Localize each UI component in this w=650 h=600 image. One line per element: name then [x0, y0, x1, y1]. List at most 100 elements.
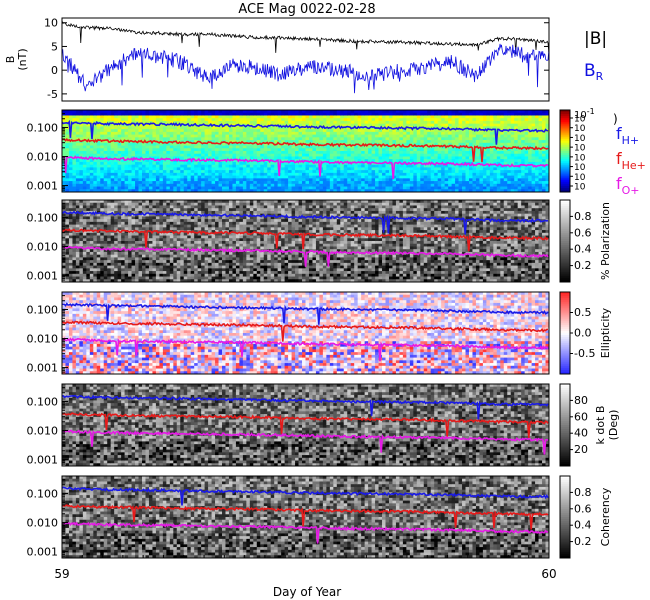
spectrogram-cell: [198, 151, 202, 154]
spectrogram-cell: [125, 277, 129, 280]
spectrogram-cell: [493, 154, 497, 157]
spectrogram-cell: [539, 118, 543, 121]
spectrogram-cell: [521, 124, 525, 127]
spectrogram-cell: [514, 184, 518, 187]
spectrogram-cell: [145, 126, 149, 129]
spectrogram-cell: [208, 137, 212, 140]
spectrogram-cell: [493, 167, 497, 170]
spectrogram-cell: [323, 121, 327, 124]
spectrogram-cell: [368, 137, 372, 140]
spectrogram-cell: [295, 137, 299, 140]
spectrogram-cell: [427, 156, 431, 159]
spectrogram-cell: [205, 113, 209, 116]
spectrogram-cell: [212, 162, 216, 165]
spectrogram-cell: [229, 148, 233, 151]
spectrogram-cell: [274, 148, 278, 151]
spectrogram-cell: [483, 178, 487, 181]
spectrogram-cell: [205, 146, 209, 149]
spectrogram-cell: [462, 135, 466, 138]
spectrogram-cell: [483, 121, 487, 124]
spectrogram-cell: [166, 115, 170, 118]
spectrogram-cell: [125, 241, 129, 244]
spectrogram-cell: [431, 181, 435, 184]
spectrogram-cell: [375, 184, 379, 187]
spectrogram-cell: [149, 129, 153, 132]
spectrogram-cell: [288, 121, 292, 124]
spectrogram-cell: [285, 118, 289, 121]
colorbar-top-exponent: -1: [587, 107, 595, 116]
spectrogram-cell: [514, 135, 518, 138]
spectrogram-cell: [187, 113, 191, 116]
spectrogram-cell: [79, 244, 83, 247]
spectrogram-cell: [173, 167, 177, 170]
spectrogram-cell: [386, 132, 390, 135]
spectrogram-cell: [104, 203, 108, 206]
spectrogram-cell: [128, 208, 132, 211]
spectrogram-cell: [125, 225, 129, 228]
spectrogram-cell: [125, 181, 129, 184]
spectrogram-cell: [86, 225, 90, 228]
spectrogram-cell: [535, 176, 539, 179]
spectrogram-cell: [389, 154, 393, 157]
spectrogram-cell: [312, 121, 316, 124]
spectrogram-cell: [420, 140, 424, 143]
spectrogram-cell: [125, 216, 129, 219]
spectrogram-cell: [128, 165, 132, 168]
spectrogram-cell: [191, 162, 195, 165]
spectrogram-cell: [83, 132, 87, 135]
spectrogram-cell: [312, 140, 316, 143]
spectrogram-cell: [264, 178, 268, 181]
spectrogram-cell: [65, 203, 69, 206]
spectrogram-cell: [208, 118, 212, 121]
spectrogram-cell: [299, 173, 303, 176]
spectrogram-cell: [128, 132, 132, 135]
spectrogram-cell: [173, 148, 177, 151]
spectrogram-cell: [72, 268, 76, 271]
spectrogram-cell: [69, 173, 73, 176]
spectrogram-cell: [69, 113, 73, 116]
spectrogram-cell: [539, 143, 543, 146]
spectrogram-cell: [257, 165, 261, 168]
spectrogram-cell: [212, 115, 216, 118]
spectrogram-cell: [170, 184, 174, 187]
spectrogram-cell: [135, 178, 139, 181]
spectrogram-cell: [490, 173, 494, 176]
spectrogram-cell: [177, 187, 181, 190]
spectrogram-cell: [232, 121, 236, 124]
spectrogram-cell: [483, 167, 487, 170]
spectrogram-cell: [97, 126, 101, 129]
spectrogram-cell: [125, 244, 129, 247]
spectrogram-cell: [114, 184, 118, 187]
spectrogram-cell: [285, 137, 289, 140]
spectrogram-cell: [79, 257, 83, 260]
spectrogram-cell: [434, 115, 438, 118]
spectrogram-cell: [288, 135, 292, 138]
spectrogram-cell: [368, 135, 372, 138]
spectrogram-cell: [257, 170, 261, 173]
spectrogram-cell: [257, 156, 261, 159]
spectrogram-cell: [156, 176, 160, 179]
spectrogram-cell: [392, 181, 396, 184]
spectrogram-cell: [368, 146, 372, 149]
spectrogram-cell: [285, 176, 289, 179]
spectrogram-cell: [427, 140, 431, 143]
spectrogram-cell: [132, 238, 136, 241]
spectrogram-cell: [76, 219, 80, 222]
spectrogram-cell: [354, 148, 358, 151]
spectrogram-cell: [191, 167, 195, 170]
spectrogram-cell: [306, 184, 310, 187]
spectrogram-cell: [62, 178, 66, 181]
spectrogram-cell: [309, 135, 313, 138]
spectrogram-cell: [344, 121, 348, 124]
spectrogram-cell: [104, 219, 108, 222]
spectrogram-cell: [65, 263, 69, 266]
spectrogram-cell: [239, 154, 243, 157]
spectrogram-cell: [281, 184, 285, 187]
spectrogram-cell: [309, 173, 313, 176]
spectrogram-cell: [459, 170, 463, 173]
spectrogram-cell: [93, 203, 97, 206]
spectrogram-cell: [490, 113, 494, 116]
spectrogram-cell: [274, 154, 278, 157]
spectrogram-cell: [358, 156, 362, 159]
spectrogram-cell: [97, 214, 101, 217]
